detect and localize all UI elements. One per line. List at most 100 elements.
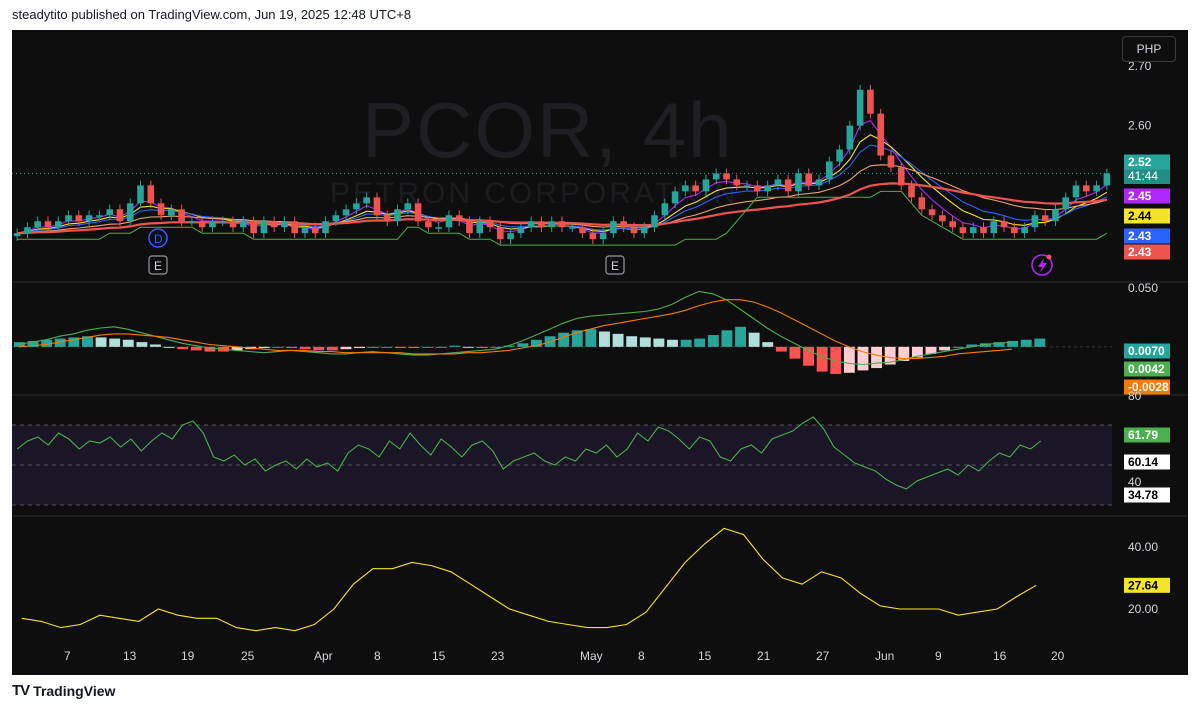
time-axis-tick: 15 [432, 649, 446, 663]
price-label-2-bg [1124, 208, 1170, 224]
candle-body [281, 221, 288, 228]
macd-histogram-bar [925, 346, 937, 354]
candle-body [939, 215, 946, 222]
macd-histogram-bar [680, 339, 692, 347]
macd-histogram-bar [748, 332, 760, 347]
candle-body [671, 191, 679, 204]
macd-histogram-bar [381, 346, 393, 348]
candle-body [774, 179, 782, 186]
earnings-marker-icon [148, 255, 168, 275]
macd-histogram-bar [639, 337, 651, 347]
candle-body [322, 221, 329, 234]
macd-histogram-bar [109, 338, 121, 347]
macd-histogram-bar [136, 342, 148, 347]
macd-histogram-bar [490, 346, 502, 348]
currency-selector-button[interactable]: PHP [1122, 36, 1176, 62]
candle-body [784, 179, 792, 192]
countdown-bg [1124, 169, 1170, 184]
candle-body [116, 209, 124, 222]
tradingview-logo-icon: TV [12, 682, 30, 699]
macd-histogram-bar [558, 332, 570, 347]
macd-histogram-bar [517, 343, 529, 347]
candle-body [538, 221, 545, 228]
candle-body [599, 233, 607, 240]
candle-body [147, 185, 155, 204]
price-label-1: 2.45 [1128, 189, 1152, 203]
candle-body [846, 125, 854, 150]
candle-body [568, 227, 576, 229]
candle-body [630, 227, 638, 234]
macd-histogram-bar [939, 346, 951, 351]
time-axis-tick: 16 [993, 649, 1007, 663]
adx-axis-tick: 40.00 [1128, 540, 1158, 554]
candle-body [805, 173, 813, 186]
candle-body [1093, 185, 1100, 192]
candle-body [85, 215, 93, 222]
earnings-marker-icon [605, 255, 625, 275]
macd-histogram-bar [27, 340, 39, 347]
candle-body [548, 221, 556, 228]
candle-body [476, 221, 484, 234]
candle-body [959, 227, 967, 234]
bar-countdown-text: 41:44 [1128, 169, 1158, 183]
candle-body [54, 221, 62, 228]
candle-body [435, 227, 442, 229]
macd-histogram-bar [41, 339, 53, 347]
candle-body [558, 221, 566, 228]
macd-histogram-bar [163, 346, 175, 348]
candle-body [867, 89, 874, 114]
chart-area[interactable]: PCOR, 4h PETRON CORPORATION 2.70 2.60 2.52… [12, 30, 1188, 675]
tradingview-logo[interactable]: TV TradingView [12, 682, 115, 699]
candle-body [764, 185, 771, 192]
candle-body [219, 221, 227, 223]
macd-histogram-bar [1007, 340, 1019, 347]
lightning-icon [1031, 254, 1053, 276]
candle-body [1041, 215, 1049, 222]
candle-body [301, 227, 309, 234]
macd-histogram-bar [789, 346, 801, 359]
macd-histogram-bar [585, 329, 597, 347]
macd-histogram-label: 0.0070 [1128, 344, 1165, 358]
macd-histogram-bar [313, 346, 325, 351]
macd-histogram-bar [667, 339, 678, 347]
adx-value-label: 27.64 [1128, 578, 1158, 592]
tradingview-logo-text: TradingView [33, 682, 116, 699]
time-axis-tick: 19 [181, 649, 195, 663]
macd-histogram-bar [190, 346, 202, 351]
candle-body [702, 179, 710, 192]
candle-body [270, 221, 278, 228]
candle-body [332, 215, 340, 222]
candle-body [96, 215, 103, 217]
candle-body [425, 221, 432, 228]
earnings-marker-label: E [611, 259, 619, 273]
candle-body [723, 173, 730, 180]
candle-body [1083, 185, 1090, 192]
macd-line-label: 0.0042 [1128, 362, 1165, 376]
macd-histogram-bar [830, 346, 842, 374]
price-label-1-bg [1124, 188, 1170, 204]
candle-body [75, 215, 83, 222]
rsi-axis-tick: 80 [1128, 389, 1142, 403]
adx-axis-tick: 20.00 [1128, 602, 1158, 616]
publish-header: steadytito published on TradingView.com,… [0, 0, 1200, 30]
candle-body [126, 203, 134, 222]
macd-histogram-bar [993, 342, 1005, 347]
notification-dot [1046, 254, 1052, 260]
macd-histogram-bar [857, 346, 869, 371]
rsi-value-label-bg [1124, 427, 1170, 443]
macd-axis-tick: 0.050 [1128, 281, 1158, 295]
candle-body [157, 203, 165, 216]
chart-svg[interactable]: 2.702.602.5241:4441:442.452.442.432.432.… [12, 30, 1188, 675]
macd-histogram-bar [299, 346, 311, 350]
candle-body [826, 161, 833, 180]
candle-body [517, 227, 525, 234]
macd-histogram-bar [354, 346, 366, 349]
candle-body [908, 185, 915, 198]
candle-body [897, 167, 905, 186]
candle-body [1031, 215, 1039, 228]
macd-histogram-bar [326, 346, 338, 351]
candle-body [291, 221, 298, 234]
candle-body [168, 209, 175, 216]
macd-histogram-bar [204, 346, 216, 352]
footer: TV TradingView [0, 675, 1200, 709]
